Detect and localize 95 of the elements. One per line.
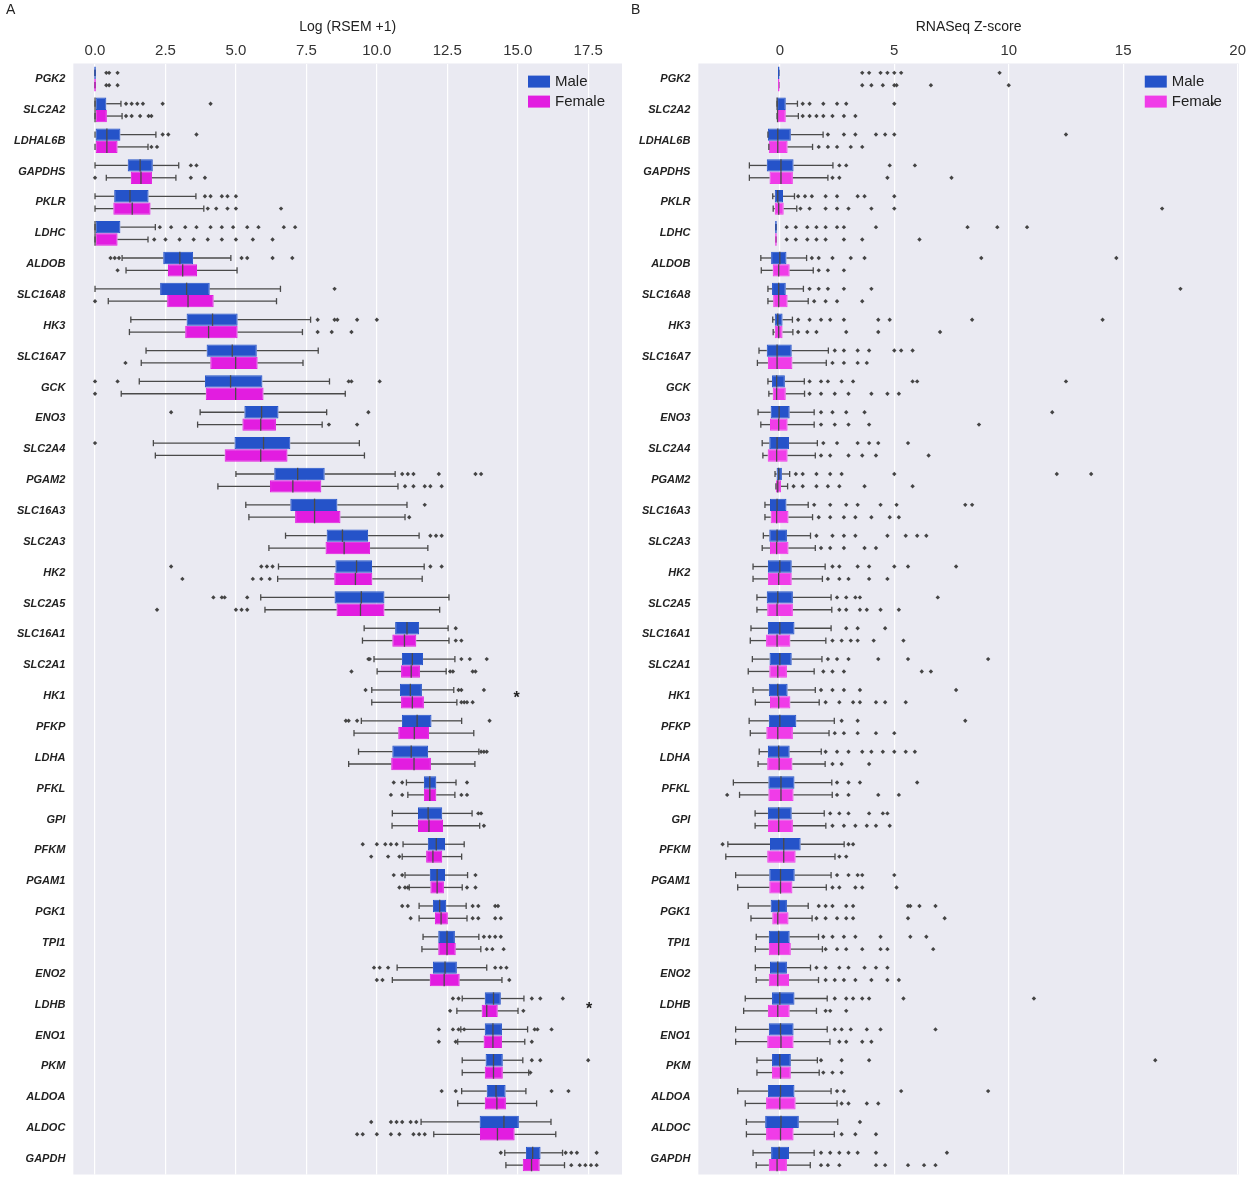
- y-tick-label: LDHA: [659, 750, 691, 763]
- y-tick-label: LDHAL6B: [638, 133, 691, 146]
- x-tick-label: 2.5: [155, 40, 176, 58]
- y-tick-label: SLC2A2: [23, 102, 66, 115]
- y-tick-label: PFKL: [36, 781, 66, 794]
- y-tick-label: PGK2: [660, 72, 691, 85]
- chart-title: B: [631, 1, 641, 18]
- y-tick-label: PGAM2: [26, 473, 66, 486]
- y-tick-label: ALDOB: [650, 257, 691, 270]
- y-tick-label: LDHB: [659, 997, 691, 1010]
- y-tick-label: SLC2A4: [648, 442, 691, 455]
- y-tick-label: PFKP: [35, 720, 66, 733]
- x-tick-label: 15: [1114, 40, 1132, 58]
- y-tick-label: LDHAL6B: [13, 133, 66, 146]
- y-tick-label: PGK1: [35, 905, 66, 918]
- y-tick-label: PGAM1: [26, 874, 66, 887]
- x-tick-label: 5.0: [225, 40, 247, 58]
- y-tick-label: HK2: [668, 565, 691, 578]
- x-tick-label: 10: [1000, 40, 1018, 58]
- y-tick-label: SLC16A7: [642, 349, 692, 362]
- y-tick-label: LDHC: [659, 226, 692, 239]
- y-tick-label: SLC2A5: [23, 596, 67, 609]
- y-tick-label: PGAM2: [651, 473, 691, 486]
- y-tick-label: SLC16A8: [17, 288, 67, 301]
- y-tick-label: SLC2A5: [648, 596, 692, 609]
- x-tick-label: 5: [890, 40, 899, 58]
- y-tick-label: PKLR: [35, 195, 66, 208]
- y-tick-label: HK1: [668, 689, 691, 702]
- y-tick-label: SLC16A7: [17, 349, 67, 362]
- y-tick-label: PKLR: [660, 195, 691, 208]
- x-tick-label: 17.5: [573, 40, 603, 58]
- y-tick-label: SLC16A8: [642, 288, 692, 301]
- legend-label: Male: [1171, 71, 1205, 89]
- y-tick-label: HK3: [668, 318, 691, 331]
- y-tick-label: PGK2: [35, 72, 66, 85]
- x-tick-label: 7.5: [295, 40, 317, 58]
- x-tick-label: 12.5: [432, 40, 462, 58]
- y-tick-label: GPI: [671, 812, 692, 825]
- y-tick-label: ALDOB: [25, 257, 66, 270]
- x-tick-label: 10.0: [362, 40, 392, 58]
- y-tick-label: ALDOC: [650, 1121, 692, 1134]
- y-tick-label: TPI1: [42, 936, 66, 949]
- y-tick-label: SLC2A3: [648, 534, 691, 547]
- y-tick-label: GCK: [665, 380, 692, 393]
- y-tick-label: PKM: [665, 1059, 692, 1072]
- y-tick-label: PFKP: [660, 720, 691, 733]
- y-tick-label: ALDOC: [25, 1121, 67, 1134]
- y-tick-label: GCK: [40, 380, 67, 393]
- y-tick-label: PGK1: [660, 905, 691, 918]
- y-tick-label: SLC16A1: [642, 627, 691, 640]
- annotation: *: [513, 689, 521, 707]
- y-tick-label: SLC2A1: [648, 658, 691, 671]
- y-tick-label: PFKM: [659, 843, 692, 856]
- annotation: *: [585, 1000, 593, 1018]
- y-tick-label: LDHC: [34, 226, 67, 239]
- chart-title: A: [6, 1, 16, 18]
- y-tick-label: SLC16A1: [17, 627, 66, 640]
- y-tick-label: LDHA: [34, 750, 66, 763]
- y-tick-label: ENO1: [35, 1028, 66, 1041]
- x-axis-title: RNASeq Z-score: [915, 18, 1022, 35]
- legend-label: Female: [1171, 91, 1222, 109]
- y-tick-label: ALDOA: [650, 1090, 691, 1103]
- legend-label: Female: [554, 91, 606, 109]
- y-tick-label: SLC16A3: [17, 504, 66, 517]
- y-tick-label: SLC2A2: [648, 102, 691, 115]
- y-tick-label: ALDOA: [25, 1090, 66, 1103]
- y-tick-label: SLC2A1: [23, 658, 66, 671]
- y-tick-label: PGAM1: [651, 874, 691, 887]
- x-tick-label: 0.0: [84, 40, 106, 58]
- y-tick-label: PKM: [40, 1059, 67, 1072]
- y-tick-label: TPI1: [667, 936, 691, 949]
- x-axis-title: Log (RSEM +1): [299, 18, 397, 35]
- y-tick-label: ENO2: [35, 966, 66, 979]
- y-tick-label: GPI: [46, 812, 67, 825]
- y-tick-label: HK3: [43, 318, 66, 331]
- x-tick-label: 20: [1229, 40, 1246, 58]
- y-tick-label: HK2: [43, 565, 66, 578]
- x-tick-label: 0: [775, 40, 784, 58]
- y-tick-label: GAPDHS: [643, 164, 691, 177]
- y-tick-label: LDHB: [34, 997, 66, 1010]
- y-tick-label: SLC2A3: [23, 534, 66, 547]
- y-tick-label: GAPDH: [650, 1152, 692, 1164]
- y-tick-label: ENO3: [35, 411, 66, 424]
- y-tick-label: PFKM: [34, 843, 67, 856]
- y-tick-label: HK1: [43, 689, 66, 702]
- y-tick-label: ENO3: [660, 411, 691, 424]
- y-tick-label: GAPDHS: [18, 164, 66, 177]
- y-tick-label: SLC16A3: [642, 504, 691, 517]
- x-tick-label: 15.0: [503, 40, 533, 58]
- y-tick-label: ENO1: [660, 1028, 691, 1041]
- y-tick-label: GAPDH: [25, 1152, 67, 1164]
- legend-label: Male: [554, 71, 588, 89]
- y-tick-label: SLC2A4: [23, 442, 66, 455]
- y-tick-label: PFKL: [661, 781, 691, 794]
- y-tick-label: ENO2: [660, 966, 691, 979]
